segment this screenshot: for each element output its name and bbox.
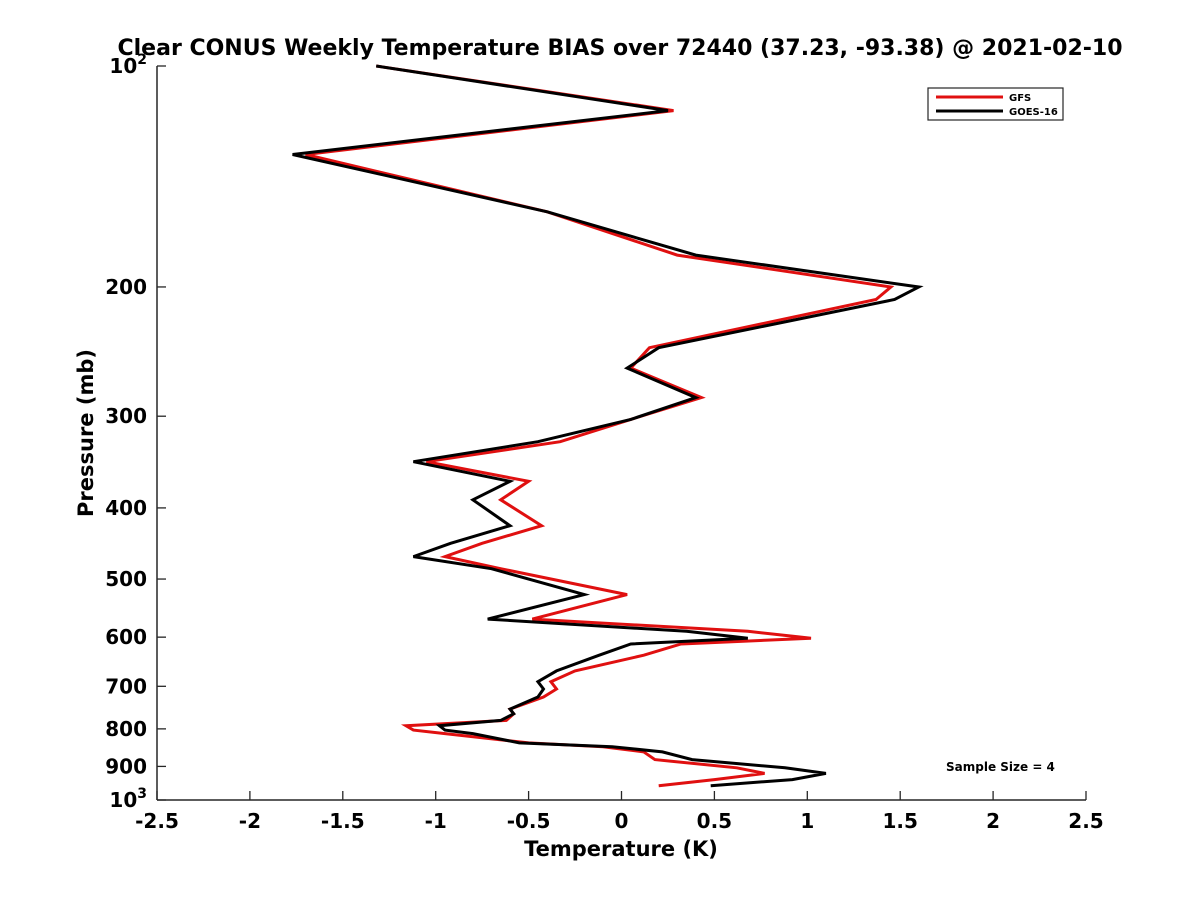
y-tick-label: 300: [105, 404, 147, 428]
x-ticks: -2.5 -2 -1.5 -1 -0.5 0 0.5 1 1.5 2 2.5: [135, 791, 1104, 833]
y-ticks: 102 200 300 400 500 600 700 800 900 103: [105, 52, 166, 812]
legend-label: GFS: [1009, 93, 1031, 104]
x-tick-label: 0: [615, 809, 629, 833]
y-tick-label: 800: [105, 717, 147, 741]
y-tick-label: 900: [105, 754, 147, 778]
legend-box: [927, 87, 1064, 121]
y-tick-label: 400: [105, 496, 147, 520]
x-tick-label: -0.5: [507, 809, 551, 833]
y-axis-label: Pressure (mb): [74, 349, 98, 517]
x-tick-label: -2.5: [135, 809, 179, 833]
legend-label: GOES-16: [1009, 107, 1058, 118]
x-tick-label: 2.5: [1068, 809, 1103, 833]
x-tick-label: -1: [425, 809, 447, 833]
x-tick-label: -2: [239, 809, 261, 833]
y-tick-label: 500: [105, 567, 147, 591]
sample-size-annotation: Sample Size = 4: [946, 760, 1055, 774]
x-axis-label: Temperature (K): [524, 837, 718, 861]
plot-axes: [156, 66, 1086, 801]
y-tick-label: 102: [109, 52, 147, 78]
x-tick-label: -1.5: [321, 809, 365, 833]
x-tick-label: 1: [800, 809, 814, 833]
y-tick-label: 700: [105, 674, 147, 698]
legend: GFS GOES-16: [927, 87, 1064, 121]
y-tick-label: 103: [109, 786, 147, 812]
x-tick-label: 1.5: [882, 809, 917, 833]
x-tick-label: 2: [986, 809, 1000, 833]
y-tick-label: 600: [105, 625, 147, 649]
series-line-goes-16: [292, 64, 924, 788]
x-tick-label: 0.5: [697, 809, 732, 833]
chart-title: Clear CONUS Weekly Temperature BIAS over…: [117, 36, 1122, 61]
series-lines: [292, 64, 924, 788]
y-tick-label: 200: [105, 275, 147, 299]
